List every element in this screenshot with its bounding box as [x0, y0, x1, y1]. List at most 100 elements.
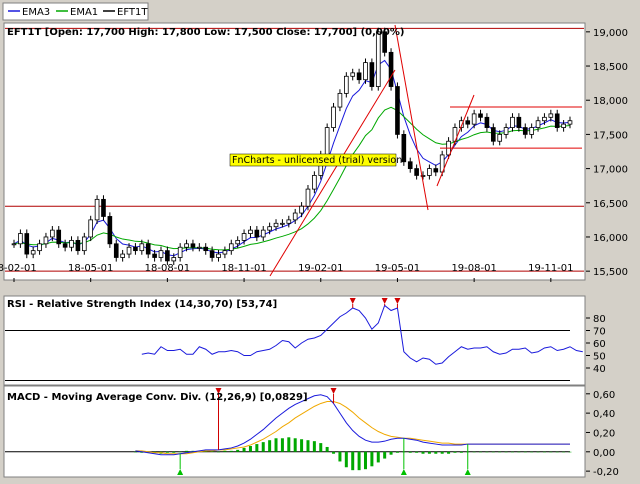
- candle-body: [529, 127, 534, 135]
- macd-panel-title: MACD - Moving Average Conv. Div. (12,26,…: [7, 392, 308, 403]
- trendline-up-2: [436, 94, 475, 187]
- candle-body: [177, 246, 183, 258]
- candle-body: [305, 188, 311, 207]
- macd-histogram-bar: [440, 451, 444, 454]
- macd-histogram-bar: [229, 450, 233, 452]
- macd-line: [135, 394, 570, 456]
- candle-body: [388, 51, 394, 87]
- price-y-tick-label: 18,500: [593, 62, 628, 73]
- macd-histogram-bar: [325, 446, 329, 452]
- candle-body: [184, 243, 189, 248]
- candle-body: [133, 246, 138, 252]
- candle-body: [369, 62, 375, 87]
- macd-y-tick-label: 0,00: [593, 448, 615, 459]
- macd-histogram-bar: [287, 437, 291, 452]
- candle-body: [152, 253, 157, 258]
- ema1-line: [13, 106, 571, 251]
- macd-histogram-bar: [133, 451, 137, 453]
- price-x-axis: 18-02-01 18-05-01 18-08-01 18-11-01 19-02-01…: [0, 263, 574, 282]
- candle-body: [88, 219, 94, 238]
- macd-histogram-bar: [268, 440, 272, 452]
- candle-body: [433, 168, 439, 173]
- rsi-sell-arrow: [349, 298, 356, 304]
- macd-histogram-bar: [280, 438, 284, 452]
- macd-buy-arrow: [400, 469, 407, 475]
- macd-sell-arrow: [215, 388, 222, 394]
- macd-y-tick-label: 0,40: [593, 409, 615, 420]
- candle-body: [344, 75, 349, 94]
- candle-body: [81, 236, 87, 252]
- macd-histogram-bar: [248, 446, 252, 452]
- candle-body: [375, 31, 381, 87]
- candle-body: [286, 219, 292, 224]
- price-x-tick-label: 19-05-01: [375, 263, 420, 274]
- price-y-tick-label: 19,000: [593, 28, 628, 39]
- candle-body: [75, 239, 81, 252]
- candle-body: [248, 229, 253, 234]
- candle-body: [490, 127, 496, 142]
- candle-body: [30, 250, 36, 255]
- macd-histogram-bar: [363, 451, 367, 470]
- macd-histogram-bar: [293, 438, 297, 452]
- candle-body: [484, 116, 490, 128]
- macd-histogram-bar: [530, 451, 534, 453]
- price-x-tick-label: 19-08-01: [451, 263, 496, 274]
- candle-body: [50, 229, 55, 238]
- price-y-tick-label: 17,000: [593, 165, 628, 176]
- rsi-y-tick-label: 80: [593, 314, 606, 325]
- candle-body: [216, 253, 221, 258]
- rsi-plot: [5, 298, 583, 381]
- macd-histogram-bar: [434, 451, 438, 454]
- macd-histogram-bar: [568, 451, 572, 453]
- legend: EMA3 EMA1 EFT1T: [2, 2, 149, 21]
- macd-histogram-bar: [242, 447, 246, 452]
- macd-histogram-bar: [453, 451, 457, 453]
- candle-body: [554, 113, 560, 128]
- candle-body: [363, 62, 368, 81]
- candle-body: [292, 212, 298, 221]
- candle-body: [535, 120, 541, 128]
- candle-body: [407, 161, 413, 169]
- candle-body: [165, 250, 170, 262]
- macd-histogram-bar: [415, 451, 419, 453]
- macd-histogram-bar: [504, 451, 508, 453]
- macd-histogram-bar: [459, 451, 463, 453]
- candle-body: [382, 31, 387, 53]
- macd-histogram-bar: [223, 450, 227, 452]
- candle-body: [120, 253, 125, 258]
- macd-histogram-bar: [274, 438, 278, 452]
- candle-body: [56, 229, 62, 245]
- candle-body: [190, 243, 196, 248]
- macd-histogram-bar: [510, 451, 514, 453]
- trendline-down: [394, 24, 429, 211]
- candle-body: [414, 168, 419, 176]
- candle-body: [280, 222, 285, 225]
- macd-histogram-bar: [357, 451, 361, 471]
- macd-histogram-bar: [517, 451, 521, 453]
- price-moving-averages: [13, 59, 571, 257]
- price-y-tick-label: 17,500: [593, 130, 628, 141]
- candle-body: [126, 246, 132, 255]
- macd-histogram-bar: [389, 451, 393, 455]
- candle-body: [299, 205, 304, 214]
- candle-body: [113, 243, 119, 258]
- macd-histogram-bar: [447, 451, 451, 454]
- candle-body: [548, 113, 554, 118]
- macd-histogram-bar: [536, 451, 540, 453]
- macd-plot: [5, 388, 572, 475]
- candle-body: [139, 243, 145, 252]
- macd-y-tick-label: 0,20: [593, 428, 615, 439]
- trial-watermark: FnCharts - unlicensed (trial) version: [232, 155, 402, 166]
- macd-histogram-bar: [236, 449, 240, 452]
- macd-histogram-bar: [562, 451, 566, 453]
- candle-body: [37, 243, 42, 252]
- candle-body: [312, 175, 317, 190]
- macd-histogram-bar: [351, 451, 355, 471]
- candle-body: [331, 106, 336, 128]
- macd-histogram-bar: [549, 451, 553, 453]
- candle-body: [24, 233, 30, 255]
- candle-body: [11, 243, 17, 246]
- macd-panel: 0,60 0,40 0,20 0,00 -0,20 MACD - Moving Aver…: [3, 385, 619, 478]
- macd-histogram-bar: [165, 451, 169, 453]
